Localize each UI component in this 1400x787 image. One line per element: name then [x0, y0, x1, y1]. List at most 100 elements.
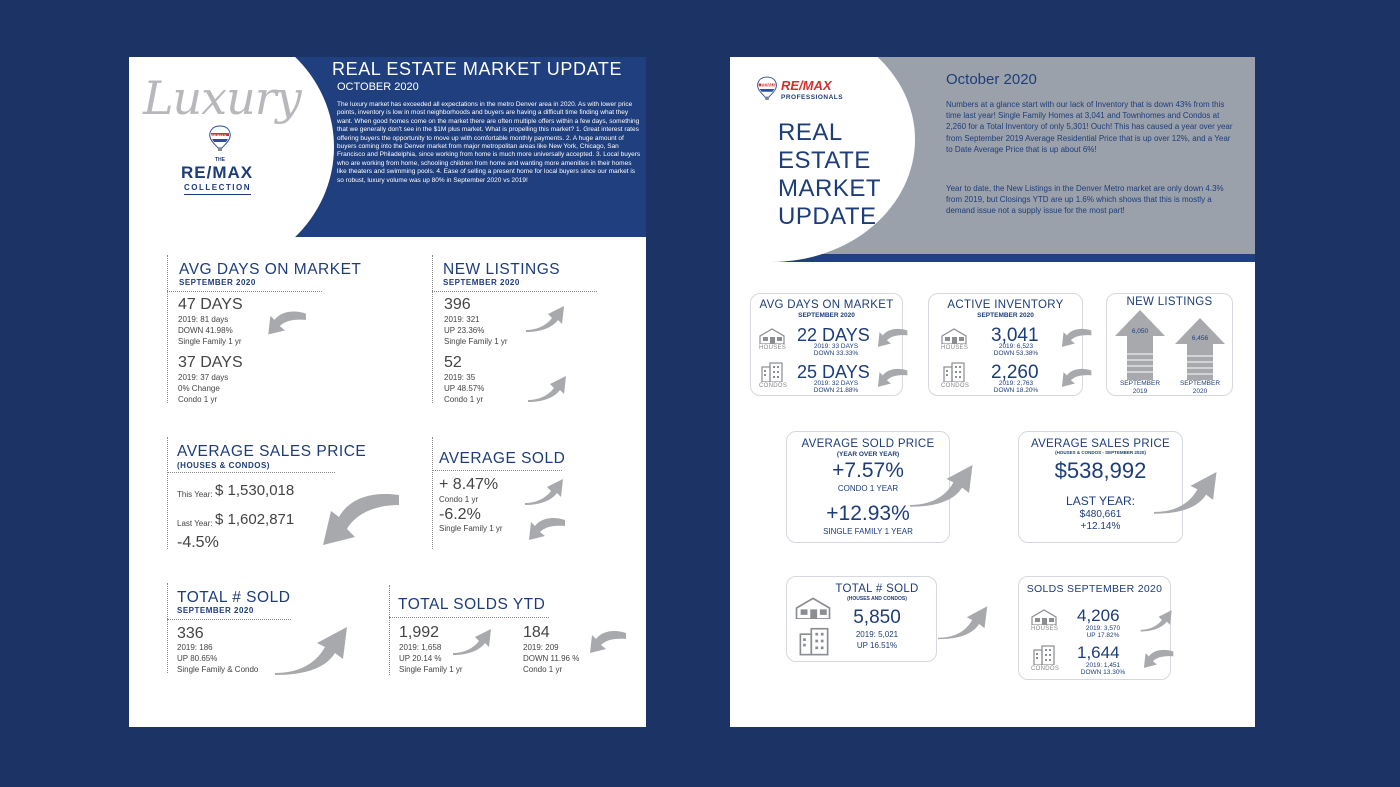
divider — [167, 472, 335, 473]
card-title: ACTIVE INVENTORY — [947, 299, 1064, 311]
new-listings-b-l1: 2019: 35 — [444, 373, 476, 382]
title-line: REAL — [778, 119, 843, 146]
this-year-label: This Year: — [177, 490, 213, 499]
divider — [432, 291, 597, 292]
total-sold-title: TOTAL # SOLD — [177, 589, 291, 606]
divider — [167, 255, 168, 403]
up-arrow-icon — [275, 625, 351, 675]
avg-days-card: AVG DAYS ON MARKET SEPTEMBER 2020 HOUSES… — [750, 293, 903, 396]
avg-days-a-l1: 2019: 81 days — [178, 315, 229, 324]
down-arrow-icon — [1139, 645, 1175, 671]
up-arrow-icon — [523, 477, 567, 505]
house-icon — [1031, 609, 1057, 625]
luxury-flyer: Luxury RE/MAX THE RE/MAX COLLECTION REAL… — [129, 57, 646, 727]
title-line: UPDATE — [778, 203, 877, 230]
up-arrow-icon — [524, 303, 568, 333]
inventory-a-l1: 2019: 6,523 — [998, 343, 1034, 350]
last-year-value: $ 1,602,871 — [215, 511, 295, 528]
total-ytd-b-value: 184 — [523, 624, 550, 641]
listings-a-value: 6,050 — [1131, 328, 1149, 335]
new-listings-b-value: 52 — [444, 354, 462, 371]
avg-sold-title: AVERAGE SOLD — [439, 450, 566, 467]
up-arrow-icon — [910, 461, 976, 509]
days-a-l1: 2019: 33 DAYS — [813, 343, 859, 350]
total-ytd-b-l1: 2019: 209 — [523, 643, 559, 652]
balloon-brand-text: RE/MAX — [761, 83, 775, 87]
condo-icon — [761, 362, 783, 382]
solds-b-l2: DOWN 13.30% — [1080, 669, 1126, 676]
days-b-value: 25 DAYS — [797, 362, 870, 382]
card-subtitle: SEPTEMBER 2020 — [977, 312, 1034, 319]
total-sold-l2: UP 16.51% — [856, 641, 898, 650]
houses-label: HOUSES — [1031, 626, 1059, 632]
card-title: AVG DAYS ON MARKET — [759, 299, 894, 311]
total-sold-subtitle: SEPTEMBER 2020 — [177, 606, 254, 615]
inventory-b-l1: 2019: 2,763 — [998, 380, 1034, 387]
new-listings-a-l2: UP 23.36% — [444, 326, 485, 335]
card-subtitle: (YEAR OVER YEAR) — [836, 451, 900, 458]
avg-sales-price-subtitle: (HOUSES & CONDOS) — [177, 461, 270, 470]
down-arrow-icon — [1057, 364, 1093, 390]
big-up-arrow-icon — [1175, 318, 1225, 380]
down-arrow-icon — [584, 627, 628, 655]
logo-the: THE — [215, 157, 225, 163]
total-ytd-a-value: 1,992 — [399, 624, 440, 641]
card-subtitle: (HOUSES AND CONDOS) — [847, 596, 907, 602]
inventory-b-l2: DOWN 18.20% — [993, 387, 1039, 394]
sold-price-b-label: SINGLE FAMILY 1 YEAR — [823, 527, 913, 536]
divider — [167, 619, 291, 620]
flyer-title: REAL ESTATE MARKET UPDATE — [778, 119, 881, 231]
new-listings-a-l3: Single Family 1 yr — [444, 337, 508, 346]
total-ytd-title: TOTAL SOLDS YTD — [398, 596, 546, 613]
down-arrow-icon — [873, 324, 909, 350]
card-title: NEW LISTINGS — [1126, 296, 1213, 308]
down-arrow-icon — [311, 491, 401, 547]
up-arrow-icon — [1139, 607, 1175, 633]
balloon-icon: RE/MAX — [208, 125, 232, 151]
house-icon — [941, 328, 967, 344]
condo-icon — [943, 362, 965, 382]
header-body: The luxury market has exceeded all expec… — [337, 101, 641, 184]
total-sold-l1: 2019: 5,021 — [855, 630, 899, 639]
total-sold-value: 5,850 — [853, 607, 901, 628]
condos-label: CONDOS — [1031, 666, 1060, 672]
sales-change: +12.14% — [1080, 521, 1121, 532]
sold-price-a-value: +7.57% — [832, 459, 904, 482]
solds-a-l2: UP 17.82% — [1086, 632, 1120, 639]
avg-days-a-value: 47 DAYS — [178, 296, 243, 313]
sales-price-value: $538,992 — [1054, 458, 1147, 483]
new-listings-b-l2: UP 48.57% — [444, 384, 485, 393]
total-ytd-b-l2: DOWN 11.96 % — [523, 654, 580, 663]
card-title: AVERAGE SOLD PRICE — [801, 438, 935, 450]
this-year-value: $ 1,530,018 — [215, 482, 295, 499]
avg-days-subtitle: SEPTEMBER 2020 — [179, 278, 256, 287]
days-a-value: 22 DAYS — [797, 325, 870, 345]
total-ytd-a-l1: 2019: 1,658 — [399, 643, 442, 652]
down-arrow-icon — [262, 307, 308, 337]
listings-b-label-1: SEPTEMBER — [1179, 380, 1221, 387]
total-sold-value: 336 — [177, 625, 204, 642]
avg-days-b-l3: Condo 1 yr — [178, 395, 218, 404]
balloon-icon — [757, 76, 777, 100]
balloon-brand-text: RE/MAX — [211, 133, 227, 138]
down-arrow-icon — [1057, 324, 1093, 350]
title-line: ESTATE — [778, 147, 871, 174]
divider — [389, 585, 390, 675]
avg-days-a-l3: Single Family 1 yr — [178, 337, 242, 346]
listings-b-label-2: 2020 — [1192, 388, 1208, 395]
up-arrow-icon — [938, 602, 990, 642]
divider — [167, 291, 322, 292]
new-listings-subtitle: SEPTEMBER 2020 — [443, 278, 520, 287]
avg-sold-a-value: + 8.47% — [439, 476, 499, 493]
listings-a-label-1: SEPTEMBER — [1119, 380, 1161, 387]
solds-b-value: 1,644 — [1077, 643, 1120, 662]
new-listings-b-l3: Condo 1 yr — [444, 395, 484, 404]
days-b-l2: DOWN 21.88% — [813, 387, 859, 394]
solds-b-l1: 2019: 1,451 — [1085, 662, 1121, 669]
remax-professionals-flyer: RE/MAX RE/MAX PROFESSIONALS REAL ESTATE … — [730, 57, 1255, 727]
days-b-l1: 2019: 32 DAYS — [813, 380, 859, 387]
divider — [432, 470, 562, 471]
logo-brand: RE/MAX — [781, 78, 832, 93]
new-listings-a-l1: 2019: 321 — [444, 315, 480, 324]
logo-brand: RE/MAX — [181, 163, 254, 182]
